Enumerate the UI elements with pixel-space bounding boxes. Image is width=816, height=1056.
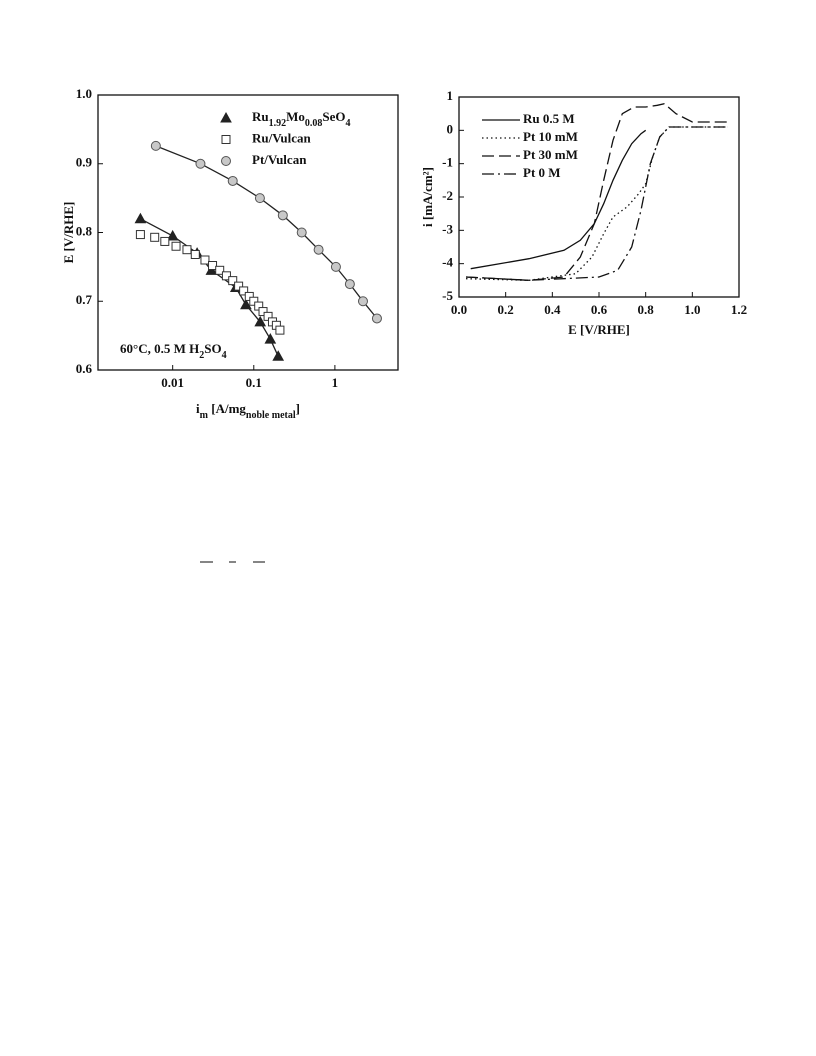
marker: [134, 212, 147, 224]
marker: [195, 158, 206, 169]
marker: [330, 261, 341, 272]
y-tick-label: 0.8: [76, 223, 93, 238]
y-tick-label: -3: [442, 221, 453, 236]
y-tick-label: -1: [442, 155, 453, 170]
x-tick-label: 0.6: [591, 302, 608, 317]
marker: [166, 229, 179, 241]
x-tick-label: 0.1: [246, 375, 262, 390]
marker: [208, 261, 218, 270]
legend-label: Ru1.92Mo0.08SeO4: [252, 109, 351, 129]
x-tick-label: 1.2: [731, 302, 747, 317]
legend-swatch: [221, 156, 231, 166]
legend-label: Ru/Vulcan: [252, 130, 312, 145]
marker: [221, 271, 231, 281]
y-tick-label: -5: [442, 288, 453, 303]
y-tick-label: 1: [447, 88, 454, 103]
marker: [240, 298, 252, 310]
marker: [239, 286, 249, 296]
x-tick-label: 1.0: [684, 302, 700, 317]
x-tick-label: 0.4: [544, 302, 561, 317]
x-tick-label: 0.0: [451, 302, 467, 317]
x-axis-label-part: [A/mg: [208, 401, 246, 416]
y-tick-label: -4: [442, 255, 453, 270]
y-tick-label: 1.0: [76, 86, 92, 101]
x-tick-label: 0.2: [498, 302, 514, 317]
series-line: [155, 145, 378, 319]
marker: [200, 255, 210, 265]
x-axis-label: im [A/mgnoble metal]: [196, 401, 300, 421]
marker: [254, 193, 265, 204]
x-axis-label-part: m: [200, 410, 209, 421]
y-tick-label: 0.6: [76, 361, 93, 376]
series-line: [470, 129, 647, 270]
marker: [150, 140, 161, 151]
marker: [254, 315, 267, 327]
marker: [182, 245, 192, 255]
y-tick-label: -2: [442, 188, 453, 203]
marker: [272, 350, 285, 361]
series-line: [465, 126, 728, 281]
x-tick-label: 1: [332, 375, 339, 390]
y-tick-label: 0.9: [76, 155, 93, 170]
x-axis-label-part: ]: [296, 401, 300, 416]
series-line: [465, 102, 728, 281]
marker: [228, 276, 238, 286]
x-axis-label-part: noble metal: [246, 410, 296, 421]
marker: [227, 175, 238, 186]
marker: [135, 230, 145, 240]
marker: [150, 232, 160, 242]
y-tick-label: 0.7: [76, 292, 93, 307]
marker: [234, 281, 244, 291]
marker: [275, 325, 285, 335]
x-axis-label-part: i: [196, 401, 200, 416]
legend-label: Ru 0.5 M: [523, 111, 575, 126]
legend-label: Pt/Vulcan: [252, 152, 307, 167]
marker: [160, 236, 170, 246]
legend-swatch: [221, 135, 231, 144]
marker: [371, 313, 382, 324]
marker: [264, 333, 277, 344]
marker: [244, 291, 254, 301]
y-axis-label: E [V/RHE]: [61, 202, 76, 264]
marker: [190, 250, 200, 259]
x-tick-label: 0.8: [638, 302, 655, 317]
marker: [296, 227, 307, 238]
marker: [171, 241, 181, 251]
marker: [357, 296, 368, 307]
annotation: 60°C, 0.5 M H2SO4: [120, 341, 227, 361]
marker: [249, 296, 259, 306]
marker: [277, 210, 288, 221]
legend-swatch: [220, 111, 232, 123]
legend-label: Pt 30 mM: [523, 147, 578, 162]
y-tick-label: 0: [447, 121, 454, 136]
series-line: [465, 126, 728, 281]
x-tick-label: 0.01: [161, 375, 184, 390]
marker: [313, 244, 324, 255]
legend-label: Pt 10 mM: [523, 129, 578, 144]
marker: [258, 307, 268, 317]
marker: [344, 279, 355, 290]
y-axis-label: i [mA/cm²]: [420, 167, 435, 227]
marker: [215, 265, 225, 275]
legend-label: Pt 0 M: [523, 165, 561, 180]
x-axis-label: E [V/RHE]: [568, 322, 630, 337]
